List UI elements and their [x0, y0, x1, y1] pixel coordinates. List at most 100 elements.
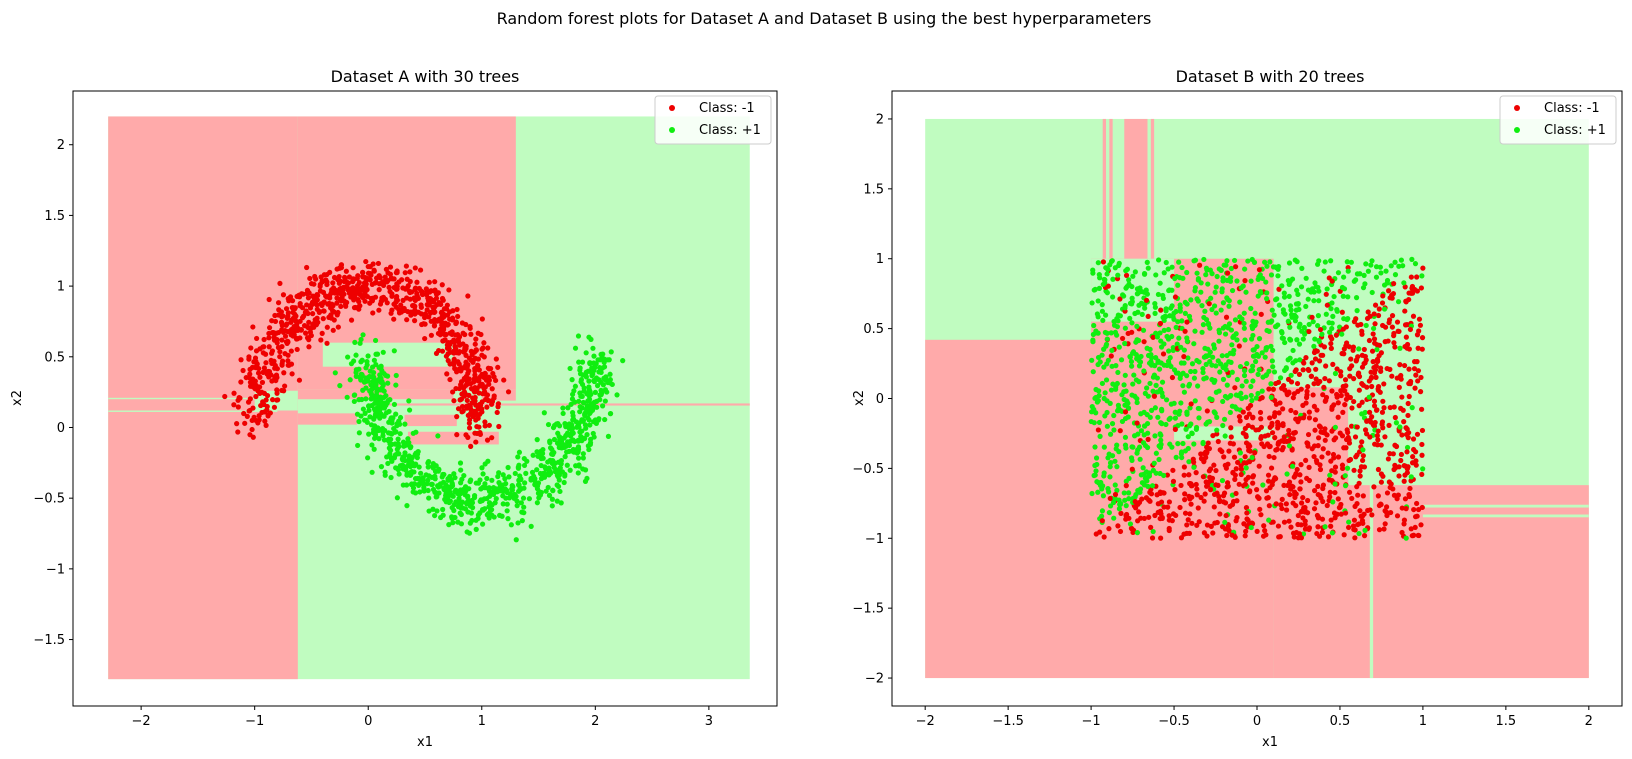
point-class-pos: [1113, 363, 1119, 369]
point-class-neg: [1415, 345, 1421, 351]
point-class-pos: [1248, 524, 1254, 531]
point-class-neg: [331, 274, 338, 281]
point-class-neg: [326, 300, 332, 307]
point-class-neg: [403, 263, 409, 269]
point-class-neg: [1236, 343, 1242, 349]
region-class-neg: [1109, 118, 1113, 259]
point-class-neg: [1265, 478, 1272, 484]
point-class-neg: [1411, 359, 1418, 365]
point-class-neg: [1182, 491, 1188, 497]
point-class-neg: [1347, 366, 1353, 372]
point-class-neg: [1245, 517, 1251, 523]
point-class-pos: [372, 337, 379, 344]
point-class-pos: [1275, 273, 1281, 279]
point-class-pos: [382, 469, 388, 475]
point-class-pos: [1095, 260, 1101, 266]
point-class-neg: [1305, 440, 1311, 447]
point-class-pos: [1214, 273, 1220, 280]
point-class-pos: [366, 403, 372, 409]
point-class-neg: [382, 296, 389, 302]
point-class-neg: [1117, 296, 1123, 302]
point-class-neg: [479, 352, 485, 358]
point-class-pos: [557, 488, 563, 495]
point-class-pos: [562, 443, 568, 449]
point-class-neg: [1351, 517, 1358, 523]
point-class-pos: [385, 380, 391, 386]
point-class-pos: [1111, 515, 1117, 521]
point-class-neg: [1238, 466, 1244, 472]
point-class-neg: [1359, 328, 1365, 334]
point-class-neg: [261, 365, 268, 371]
point-class-neg: [247, 379, 254, 385]
point-class-neg: [1269, 430, 1276, 436]
point-class-neg: [350, 265, 356, 271]
point-class-pos: [1195, 275, 1202, 282]
figure-suptitle: Random forest plots for Dataset A and Da…: [497, 9, 1152, 28]
point-class-neg: [1410, 532, 1416, 539]
point-class-neg: [1347, 456, 1354, 463]
point-class-neg: [1143, 297, 1150, 303]
point-class-neg: [485, 365, 492, 371]
point-class-pos: [1139, 311, 1145, 318]
y-axis-label: x2: [852, 390, 867, 406]
point-class-neg: [1311, 403, 1317, 409]
point-class-pos: [394, 421, 400, 427]
point-class-neg: [1314, 459, 1320, 466]
point-class-pos: [1419, 273, 1425, 279]
point-class-neg: [1170, 467, 1176, 473]
point-class-pos: [1241, 372, 1248, 379]
point-class-neg: [472, 384, 478, 391]
point-class-neg: [263, 360, 269, 366]
point-class-pos: [1183, 426, 1189, 432]
point-class-neg: [1375, 312, 1382, 319]
point-class-pos: [389, 456, 395, 462]
point-class-neg: [467, 417, 473, 423]
point-class-pos: [580, 399, 587, 406]
point-class-pos: [1158, 437, 1164, 443]
point-class-pos: [1109, 453, 1116, 459]
point-class-pos: [1200, 322, 1207, 328]
point-class-neg: [421, 314, 428, 321]
point-class-pos: [1213, 310, 1219, 316]
point-class-pos: [401, 443, 407, 449]
point-class-pos: [1102, 277, 1108, 283]
point-class-pos: [482, 461, 488, 467]
point-class-pos: [1296, 306, 1302, 313]
point-class-neg: [1286, 479, 1293, 485]
point-class-pos: [1116, 344, 1122, 350]
point-class-neg: [1232, 385, 1238, 391]
point-class-neg: [1232, 476, 1238, 482]
point-class-neg: [277, 354, 283, 360]
point-class-neg: [1390, 451, 1396, 457]
point-class-neg: [1419, 452, 1425, 458]
point-class-pos: [1179, 421, 1185, 427]
point-class-pos: [434, 508, 440, 514]
point-class-pos: [1180, 440, 1186, 447]
point-class-neg: [351, 290, 357, 296]
point-class-neg: [376, 307, 382, 313]
point-class-neg: [1359, 352, 1365, 358]
point-class-neg: [402, 286, 409, 292]
point-class-neg: [456, 350, 462, 356]
point-class-neg: [1202, 491, 1208, 497]
point-class-pos: [450, 493, 456, 499]
point-class-pos: [1340, 293, 1346, 299]
point-class-neg: [1238, 471, 1244, 478]
point-class-neg: [1349, 495, 1355, 502]
point-class-neg: [444, 371, 450, 377]
point-class-pos: [562, 471, 568, 478]
point-class-pos: [586, 384, 592, 390]
point-class-pos: [1213, 284, 1219, 290]
point-class-pos: [1220, 300, 1227, 306]
point-class-pos: [356, 397, 362, 403]
point-class-pos: [1237, 299, 1243, 305]
point-class-pos: [1161, 270, 1167, 276]
point-class-pos: [1276, 302, 1282, 308]
legend-label-pos: Class: +1: [699, 123, 761, 138]
point-class-pos: [1285, 357, 1291, 363]
point-class-pos: [1287, 279, 1293, 285]
point-class-pos: [1239, 383, 1245, 389]
point-class-pos: [473, 526, 479, 532]
point-class-neg: [282, 351, 288, 357]
point-class-neg: [255, 420, 261, 426]
